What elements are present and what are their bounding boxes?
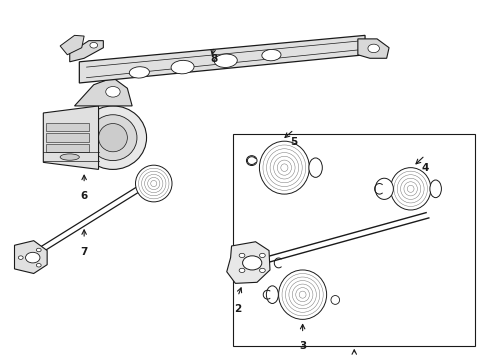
Ellipse shape: [129, 67, 149, 78]
Ellipse shape: [331, 296, 340, 304]
Ellipse shape: [259, 141, 309, 194]
Circle shape: [243, 256, 262, 270]
Ellipse shape: [375, 178, 393, 199]
Polygon shape: [227, 242, 270, 283]
Ellipse shape: [79, 106, 147, 170]
Circle shape: [36, 248, 41, 252]
Ellipse shape: [214, 54, 237, 67]
Polygon shape: [46, 134, 89, 142]
Polygon shape: [46, 144, 89, 153]
Text: 5: 5: [291, 137, 297, 147]
Ellipse shape: [98, 123, 127, 152]
Ellipse shape: [136, 165, 172, 202]
Ellipse shape: [309, 158, 322, 177]
Circle shape: [106, 86, 120, 97]
Ellipse shape: [430, 180, 441, 198]
Text: 6: 6: [80, 191, 88, 201]
Ellipse shape: [391, 168, 431, 210]
Circle shape: [90, 42, 98, 48]
Text: 3: 3: [299, 341, 306, 351]
Polygon shape: [43, 106, 98, 170]
Polygon shape: [60, 35, 84, 55]
Text: 4: 4: [421, 163, 429, 173]
Polygon shape: [74, 78, 132, 106]
Ellipse shape: [267, 286, 278, 303]
Circle shape: [36, 264, 41, 267]
Polygon shape: [46, 123, 89, 131]
Polygon shape: [79, 35, 365, 83]
Ellipse shape: [60, 154, 79, 160]
Circle shape: [239, 268, 245, 273]
Ellipse shape: [279, 270, 327, 319]
Circle shape: [260, 268, 265, 273]
Circle shape: [368, 44, 379, 53]
Text: 7: 7: [80, 247, 88, 257]
Text: 8: 8: [210, 54, 218, 64]
Ellipse shape: [246, 156, 257, 166]
Text: 2: 2: [234, 304, 242, 314]
Polygon shape: [70, 41, 103, 62]
Polygon shape: [358, 39, 389, 58]
Circle shape: [25, 252, 40, 263]
Polygon shape: [15, 241, 47, 274]
Ellipse shape: [171, 60, 194, 74]
Bar: [233, 134, 475, 346]
Circle shape: [239, 253, 245, 257]
Ellipse shape: [262, 49, 281, 61]
Ellipse shape: [89, 115, 137, 161]
Circle shape: [260, 253, 265, 257]
Circle shape: [18, 256, 23, 259]
